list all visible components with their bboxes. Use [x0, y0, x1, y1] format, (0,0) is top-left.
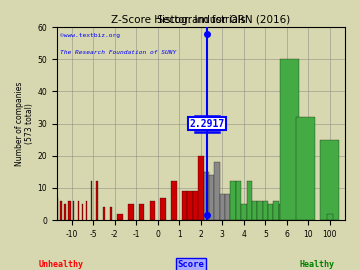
Bar	[64, 204, 66, 220]
Title: Z-Score Histogram for ORN (2016): Z-Score Histogram for ORN (2016)	[111, 15, 291, 25]
Text: 2.2917: 2.2917	[189, 119, 225, 129]
Bar	[209, 175, 214, 220]
Bar	[78, 201, 79, 220]
Bar	[214, 162, 220, 220]
Bar	[236, 181, 241, 220]
Bar	[171, 181, 177, 220]
Bar	[198, 156, 203, 220]
Bar	[187, 191, 193, 220]
Y-axis label: Number of companies
(573 total): Number of companies (573 total)	[15, 82, 35, 166]
Bar	[139, 204, 144, 220]
Text: ©www.textbiz.org: ©www.textbiz.org	[59, 33, 120, 38]
Bar	[274, 201, 279, 220]
Bar	[103, 207, 105, 220]
Bar	[55, 198, 58, 220]
Bar	[220, 194, 225, 220]
Bar	[82, 204, 83, 220]
Bar	[161, 198, 166, 220]
Text: Unhealthy: Unhealthy	[39, 260, 84, 269]
Text: The Research Foundation of SUNY: The Research Foundation of SUNY	[59, 50, 176, 55]
Bar	[193, 191, 198, 220]
Bar	[327, 214, 333, 220]
Bar	[128, 204, 134, 220]
Bar	[279, 204, 284, 220]
Bar	[230, 181, 236, 220]
Bar	[60, 201, 62, 220]
Bar	[117, 214, 123, 220]
Bar	[73, 201, 75, 220]
Bar	[86, 201, 87, 220]
Bar	[241, 204, 247, 220]
Bar	[263, 201, 268, 220]
Bar	[252, 201, 257, 220]
Bar	[225, 194, 230, 220]
Text: Healthy: Healthy	[299, 260, 334, 269]
Bar	[247, 181, 252, 220]
Bar	[320, 140, 339, 220]
Bar	[110, 207, 112, 220]
Text: Sector: Industrials: Sector: Industrials	[157, 15, 245, 25]
Bar	[296, 117, 315, 220]
Text: Score: Score	[177, 260, 204, 269]
Bar	[203, 172, 209, 220]
Bar	[280, 59, 299, 220]
Bar	[182, 191, 187, 220]
Bar	[257, 201, 263, 220]
Bar	[96, 181, 98, 220]
Bar	[268, 204, 274, 220]
Bar	[68, 201, 71, 220]
Bar	[150, 201, 155, 220]
